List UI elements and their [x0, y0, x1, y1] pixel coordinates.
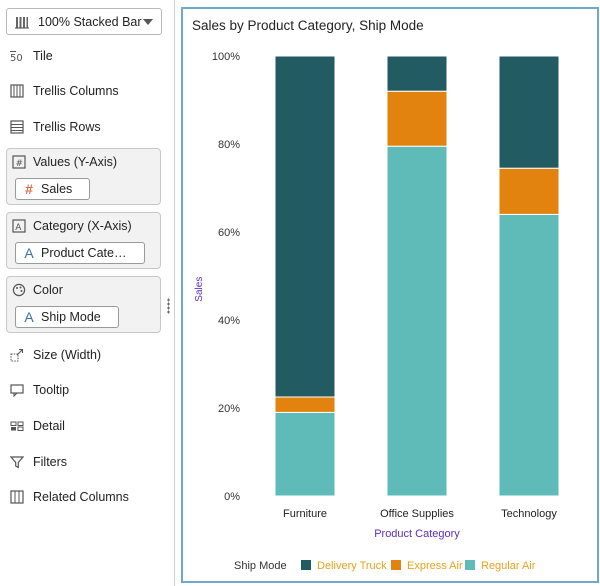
category-label: Category (X-Axis): [33, 219, 132, 233]
sales-pill-label: Sales: [41, 182, 73, 196]
sales-pill[interactable]: # Sales: [15, 178, 90, 200]
filters-label: Filters: [33, 455, 68, 469]
size-label: Size (Width): [33, 348, 102, 362]
bar-technology-express-air[interactable]: [498, 167, 560, 215]
tooltip-label: Tooltip: [33, 383, 70, 397]
ship-mode-pill-label: Ship Mode: [41, 310, 101, 324]
detail-icon: [10, 419, 24, 433]
detail-row[interactable]: Detail: [10, 416, 65, 436]
bar-office-supplies-regular-air[interactable]: [386, 145, 448, 497]
trellis-rows-label: Trellis Rows: [33, 120, 101, 134]
chart-title: Sales by Product Category, Ship Mode: [192, 18, 424, 33]
detail-label: Detail: [33, 419, 65, 433]
tooltip-row[interactable]: Tooltip: [10, 380, 69, 400]
product-category-pill-label: Product Cate…: [41, 246, 127, 260]
tile-row[interactable]: 50 Tile: [10, 46, 53, 66]
x-axis-title: Product Category: [374, 528, 460, 540]
bar-office-supplies-delivery-truck[interactable]: [386, 55, 448, 92]
y-tick-label-40pct: 40%: [218, 315, 240, 327]
svg-text:#: #: [16, 159, 24, 169]
related-columns-label: Related Columns: [33, 490, 129, 504]
size-row[interactable]: Size (Width): [10, 345, 101, 365]
size-icon: [10, 348, 24, 362]
panel-splitter-handle[interactable]: [167, 298, 170, 314]
trellis-columns-label: Trellis Columns: [33, 84, 119, 98]
tooltip-icon: [10, 383, 24, 397]
y-tick-label-60pct: 60%: [218, 227, 240, 239]
chart-type-label: 100% Stacked Bar: [38, 14, 142, 29]
trellis-rows-icon: [10, 120, 24, 134]
stacked-bar-chart: 0% 20% 40% 60% 80% 100% Furniture Office Suppli…: [194, 51, 560, 572]
y-tick-label-20pct: 20%: [218, 403, 240, 415]
bar-technology-delivery-truck[interactable]: [498, 55, 560, 169]
y-axis-title: Sales: [194, 277, 205, 302]
bar-furniture-delivery-truck[interactable]: [274, 55, 336, 398]
color-drop-target[interactable]: Color A Ship Mode: [6, 276, 161, 333]
x-tick-label-technology: Technology: [501, 508, 557, 520]
color-title: Color: [12, 283, 63, 297]
bar-office-supplies-express-air[interactable]: [386, 90, 448, 147]
legend-title: Ship Mode: [234, 560, 287, 572]
x-tick-label-furniture: Furniture: [283, 508, 327, 520]
legend-swatch-delivery-truck[interactable]: [301, 560, 311, 570]
trellis-columns-row[interactable]: Trellis Columns: [10, 81, 119, 101]
legend-label-regular-air: Regular Air: [481, 560, 536, 572]
category-drop-target[interactable]: A Category (X-Axis) A Product Cate…: [6, 212, 161, 269]
attribute-icon: A: [24, 245, 34, 261]
trellis-rows-row[interactable]: Trellis Rows: [10, 117, 101, 137]
values-drop-target[interactable]: # Values (Y-Axis) # Sales: [6, 148, 161, 205]
filters-row[interactable]: Filters: [10, 452, 67, 472]
color-label: Color: [33, 283, 63, 297]
chevron-down-icon[interactable]: [143, 19, 153, 25]
values-axis-icon: #: [12, 155, 26, 169]
category-title: A Category (X-Axis): [12, 219, 132, 233]
legend-label-delivery-truck: Delivery Truck: [317, 560, 387, 572]
bar-furniture-regular-air[interactable]: [274, 411, 336, 497]
y-tick-label-80pct: 80%: [218, 139, 240, 151]
palette-icon: [12, 283, 26, 297]
bar-technology-regular-air[interactable]: [498, 213, 560, 497]
related-columns-row[interactable]: Related Columns: [10, 487, 129, 507]
grammar-panel: 100% Stacked Bar 50 Tile Trellis Columns: [0, 0, 166, 586]
stacked-bar-icon: [15, 15, 29, 29]
x-tick-label-office-supplies: Office Supplies: [380, 508, 454, 520]
product-category-pill[interactable]: A Product Cate…: [15, 242, 145, 264]
legend-swatch-regular-air[interactable]: [465, 560, 475, 570]
tile-label: Tile: [33, 49, 53, 63]
svg-text:50: 50: [10, 53, 23, 63]
tile-icon: 50: [10, 49, 24, 63]
measure-icon: #: [25, 181, 33, 197]
y-tick-label-0pct: 0%: [224, 491, 240, 503]
ship-mode-pill[interactable]: A Ship Mode: [15, 306, 119, 328]
values-label: Values (Y-Axis): [33, 155, 118, 169]
values-title: # Values (Y-Axis): [12, 155, 117, 169]
y-tick-label-100pct: 100%: [212, 51, 240, 63]
legend-label-express-air: Express Air: [407, 560, 463, 572]
legend-swatch-express-air[interactable]: [391, 560, 401, 570]
trellis-columns-icon: [10, 84, 24, 98]
related-columns-icon: [10, 490, 24, 504]
filter-icon: [10, 455, 24, 469]
attribute-icon: A: [24, 309, 34, 325]
category-axis-icon: A: [12, 219, 26, 233]
bar-furniture-express-air[interactable]: [274, 396, 336, 413]
svg-text:A: A: [15, 223, 22, 233]
chart-type-select[interactable]: 100% Stacked Bar: [6, 8, 162, 35]
